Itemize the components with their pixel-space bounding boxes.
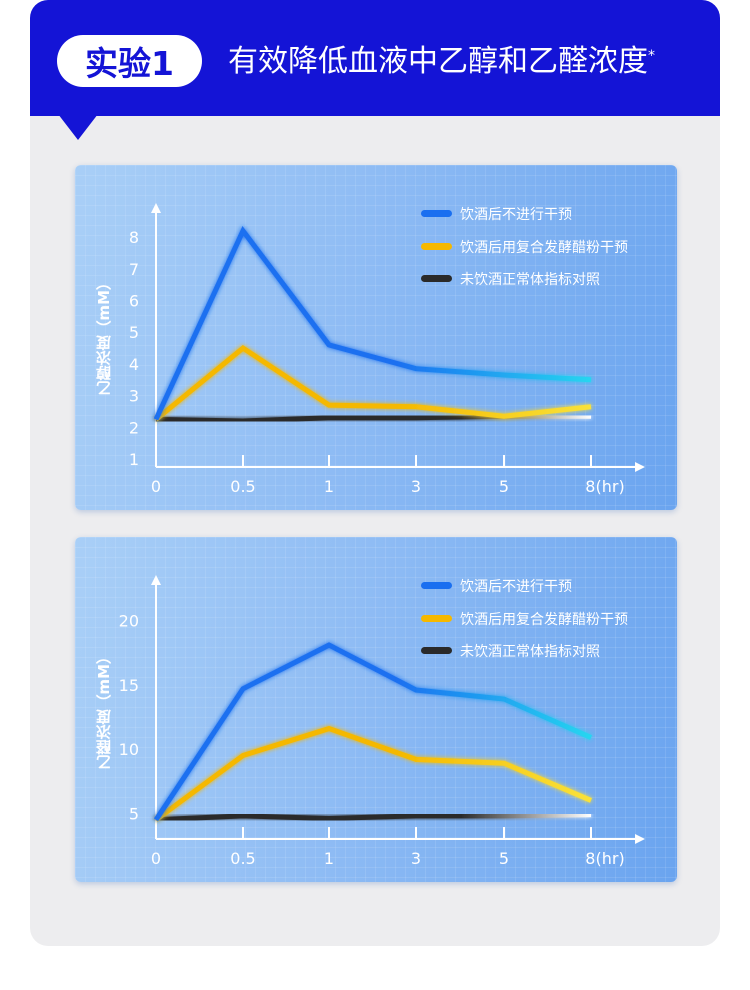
y-tick-label: 20 [119, 612, 139, 631]
ethanol-chart: 0 0.5 1 3 5 8(hr) 1 2 3 4 5 6 7 8 饮酒后不进行干预饮酒后用复合发酵醋粉干预… [129, 203, 645, 496]
y-tick-label: 5 [129, 804, 139, 823]
legend-swatch-control [421, 647, 452, 654]
legend-swatch-untreated [421, 210, 452, 217]
series-line-control [155, 812, 592, 823]
y-tick-label: 10 [119, 740, 139, 759]
x-tick-label: 1 [324, 849, 334, 868]
x-tick-label: 5 [499, 849, 509, 868]
x-tick-label: 3 [411, 849, 421, 868]
legend-swatch-control [421, 275, 452, 282]
legend-label-control: 未饮酒正常体指标对照 [460, 272, 600, 288]
series-line-untreated [153, 226, 592, 421]
y-tick-label: 7 [129, 260, 139, 279]
experiment-badge-label: 实验1 [85, 44, 174, 83]
y-tick-label: 2 [129, 418, 139, 437]
legend-swatch-untreated [421, 582, 452, 589]
x-tick-label: 8(hr) [585, 849, 624, 868]
legend-label-untreated: 饮酒后不进行干预 [460, 579, 572, 595]
title-footnote-mark: * [648, 48, 655, 64]
x-tick-label: 3 [411, 477, 421, 496]
series-line-control [155, 413, 591, 424]
ethanol-chart-card: 乙醇浓度（mM） 0 0.5 1 3 5 8(hr) 1 2 3 4 5 6 7 8 饮酒后不进行干预 饮酒后… [75, 165, 677, 510]
x-axis-arrow [635, 834, 645, 844]
x-tick-label: 0.5 [230, 477, 255, 496]
series-line-vinegar [154, 344, 592, 422]
x-tick-label: 8(hr) [585, 477, 624, 496]
series-line-vinegar [154, 725, 592, 822]
legend-label-control: 未饮酒正常体指标对照 [460, 644, 600, 660]
experiment-badge: 实验1 [57, 35, 202, 87]
legend-swatch-vinegar [421, 243, 452, 250]
page-title: 有效降低血液中乙醇和乙醛浓度* [228, 40, 655, 84]
x-axis-arrow [635, 462, 645, 472]
y-tick-label: 4 [129, 355, 139, 374]
legend-label-untreated: 饮酒后不进行干预 [460, 207, 572, 223]
header-pointer [58, 114, 98, 140]
y-tick-label: 15 [119, 676, 139, 695]
legend-swatch-vinegar [421, 615, 452, 622]
y-tick-label: 3 [129, 387, 139, 406]
y-axis-arrow [151, 575, 161, 585]
series-line-untreated [153, 642, 593, 822]
x-tick-label: 5 [499, 477, 509, 496]
acetaldehyde-chart: 0 0.5 1 3 5 8(hr) 5 10 15 20 饮酒后不进行干预饮酒后用复合发酵醋粉干预未… [119, 575, 645, 868]
y-axis-arrow [151, 203, 161, 213]
x-tick-label: 0 [151, 849, 161, 868]
x-tick-label: 0.5 [230, 849, 255, 868]
page-title-text: 有效降低血液中乙醇和乙醛浓度 [228, 44, 648, 79]
x-tick-label: 0 [151, 477, 161, 496]
y-tick-label: 5 [129, 323, 139, 342]
y-tick-label: 6 [129, 292, 139, 311]
legend-label-vinegar: 饮酒后用复合发酵醋粉干预 [460, 611, 628, 628]
legend-label-vinegar: 饮酒后用复合发酵醋粉干预 [460, 239, 628, 256]
x-tick-label: 1 [324, 477, 334, 496]
y-tick-label: 1 [129, 450, 139, 469]
acetaldehyde-chart-card: 乙醛浓度（mM） 0 0.5 1 3 5 8(hr) 5 10 15 20 饮酒后不进行干预 饮酒后用… [75, 537, 677, 882]
y-tick-label: 8 [129, 228, 139, 247]
